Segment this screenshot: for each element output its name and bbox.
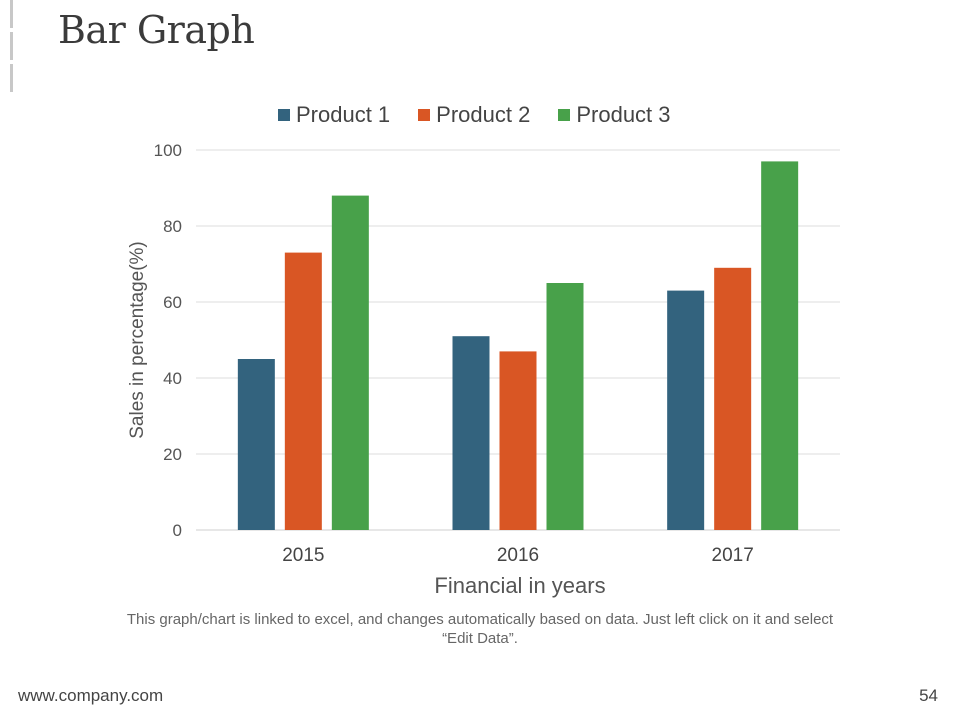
bar-product-3-2015[interactable] xyxy=(331,195,369,530)
legend-item-product-3[interactable]: Product 3 xyxy=(558,102,671,128)
bar-product-2-2017[interactable] xyxy=(714,267,752,530)
y-tick-label: 80 xyxy=(163,217,182,236)
edge-mark xyxy=(10,0,13,28)
x-tick-label: 2016 xyxy=(497,545,539,566)
bar-product-3-2016[interactable] xyxy=(546,283,584,530)
legend-swatch xyxy=(418,109,431,121)
bar-product-1-2017[interactable] xyxy=(667,290,705,530)
footer-url: www.company.com xyxy=(18,686,164,705)
legend-label: Product 3 xyxy=(576,102,671,127)
bar-product-2-2015[interactable] xyxy=(284,252,322,530)
x-axis-title: Financial in years xyxy=(434,573,605,598)
chart-legend: Product 1 Product 2 Product 3 xyxy=(278,102,671,128)
legend-swatch xyxy=(558,109,571,121)
legend-label: Product 1 xyxy=(296,102,391,127)
bar-product-2-2016[interactable] xyxy=(499,351,537,530)
slide-title: Bar Graph xyxy=(58,8,255,52)
x-tick-label: 2015 xyxy=(282,545,324,566)
bar-product-3-2017[interactable] xyxy=(761,161,799,530)
bar-product-1-2016[interactable] xyxy=(452,336,490,530)
chart-note: This graph/chart is linked to excel, and… xyxy=(126,611,834,647)
y-tick-label: 0 xyxy=(173,521,182,540)
y-tick-label: 100 xyxy=(154,141,182,160)
page-number: 54 xyxy=(919,686,938,705)
edge-mark xyxy=(10,32,13,60)
bar-product-1-2015[interactable] xyxy=(237,359,275,530)
legend-item-product-1[interactable]: Product 1 xyxy=(278,102,390,128)
legend-label: Product 2 xyxy=(436,102,531,127)
legend-swatch xyxy=(278,109,290,121)
y-tick-label: 40 xyxy=(163,369,182,388)
y-tick-label: 20 xyxy=(163,445,182,464)
y-tick-label: 60 xyxy=(163,293,182,312)
legend-item-product-2[interactable]: Product 2 xyxy=(418,102,530,128)
slide-edge-marks xyxy=(0,0,14,96)
x-tick-label: 2017 xyxy=(712,545,754,566)
edge-mark xyxy=(10,64,13,92)
y-axis-title: Sales in percentage(%) xyxy=(127,241,148,439)
